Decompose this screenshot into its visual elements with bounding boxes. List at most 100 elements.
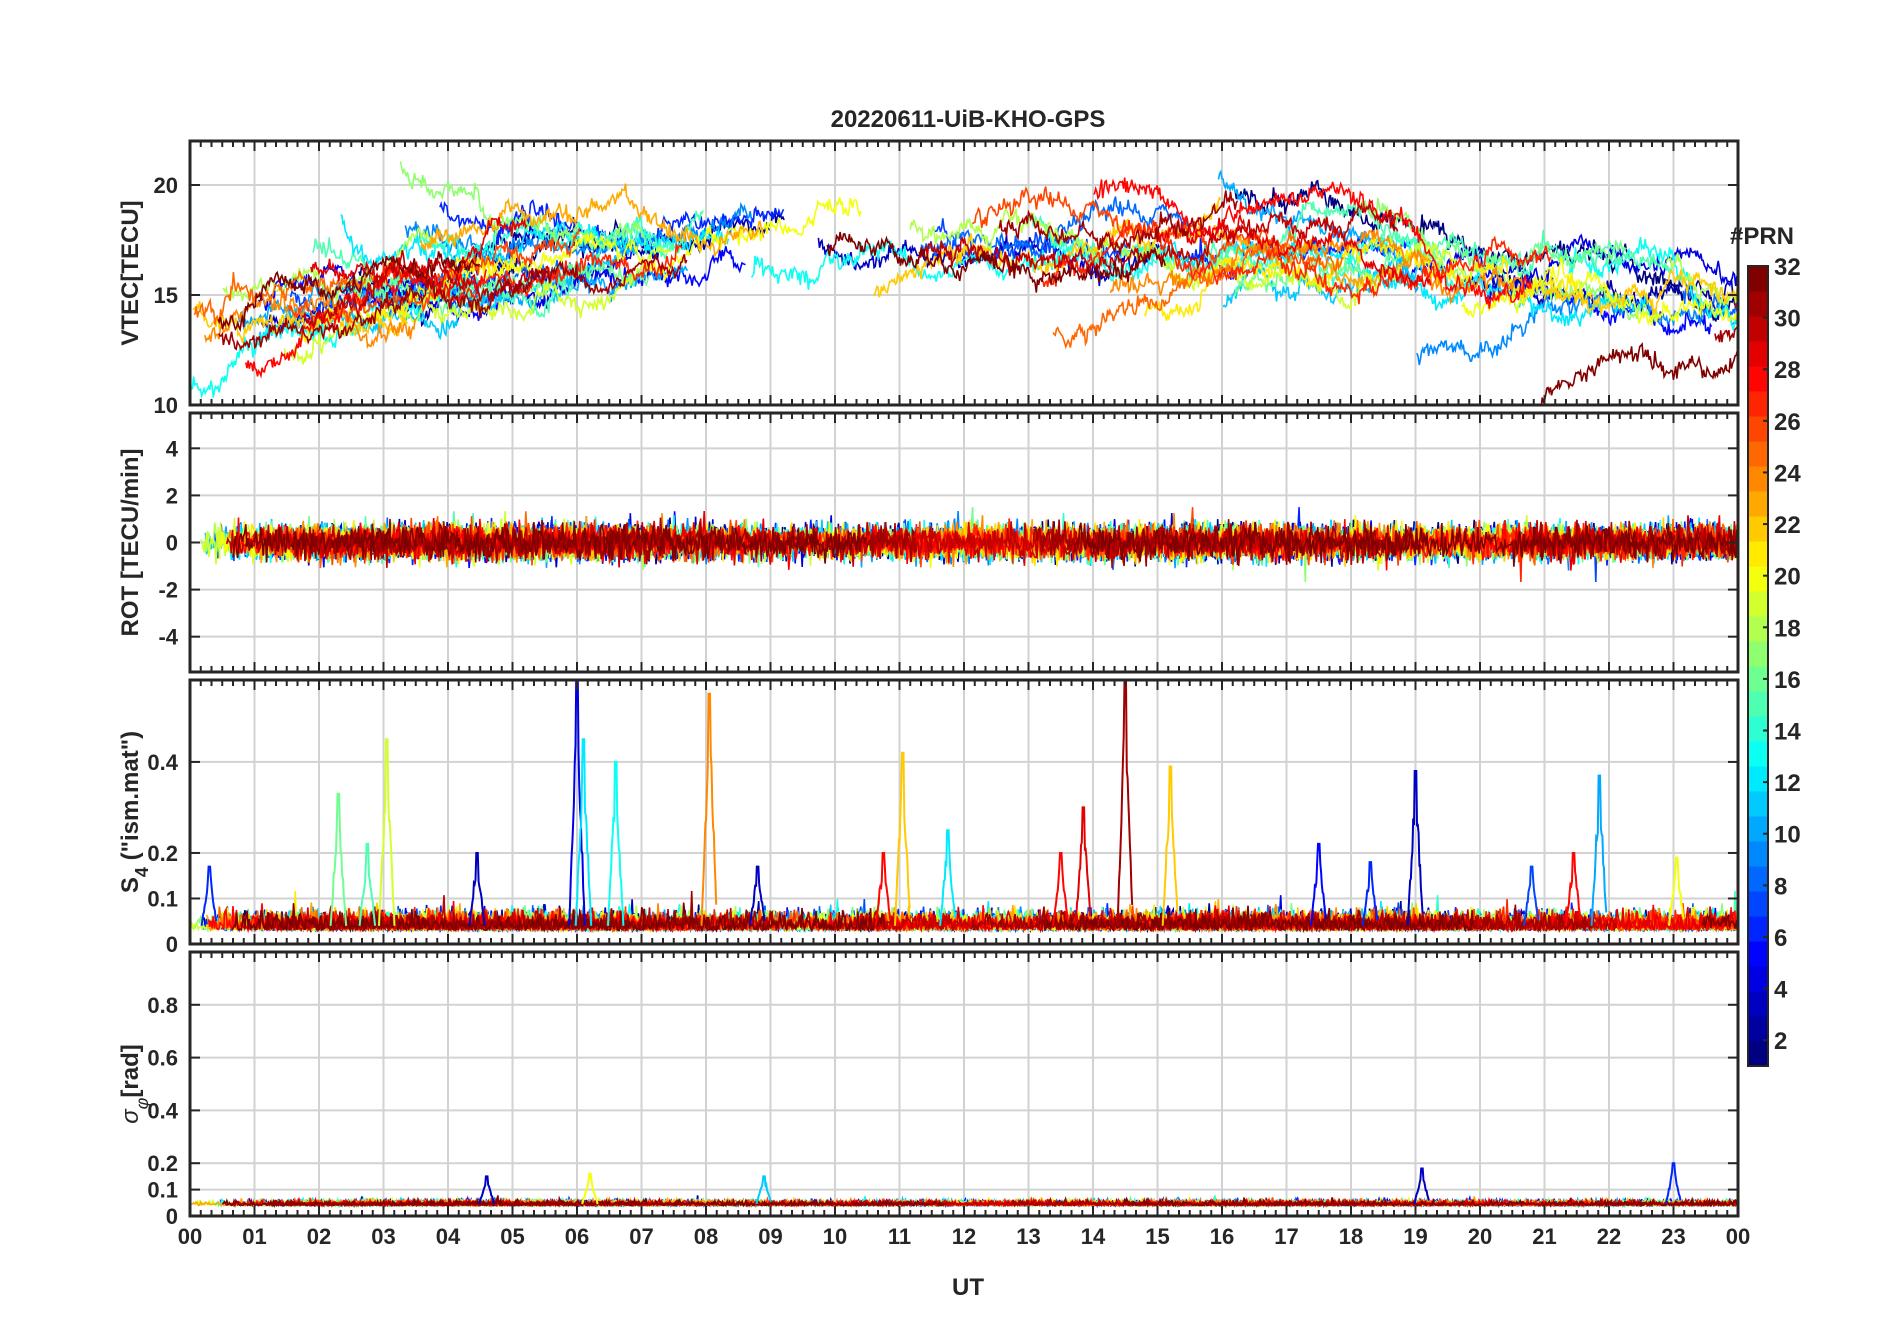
x-tick-label: 00 [178,1224,202,1249]
colorbar-tick-label: 30 [1774,306,1801,333]
x-tick-label: 12 [952,1224,976,1249]
spike-prn-22 [1161,765,1179,926]
spike-prn-3 [1413,1167,1430,1205]
series-line-prn-32 [1539,342,1738,405]
colorbar-band [1748,316,1768,342]
colorbar-band [1748,341,1768,367]
colorbar-band [1748,666,1768,692]
spike-prn-16 [329,792,348,926]
series-line-prn-16 [1233,239,1627,297]
x-tick-label: 05 [500,1224,524,1249]
y-tick-label: 0 [166,1204,178,1229]
series-line-prn-32 [1042,905,1477,934]
spike-prn-19 [378,738,396,926]
y-tick-label: 20 [154,173,178,198]
series-line-prn-21 [299,251,517,343]
spike-prn-20 [1668,856,1685,926]
series-group [200,507,1738,583]
y-tick-label: 0.6 [147,1046,178,1071]
grid [190,680,1738,945]
colorbar-tick-label: 14 [1774,719,1801,746]
y-tick-label: 0 [166,531,178,556]
series-line-prn-32 [232,521,867,564]
spike-prn-11 [755,1175,772,1205]
colorbar-tick-label: 6 [1774,925,1787,952]
y-tick-label: 15 [154,283,178,308]
colorbar-tick-label: 8 [1774,873,1787,900]
series-line-prn-29 [310,216,528,295]
x-tick-label: 08 [694,1224,718,1249]
panel-frame [188,411,1740,674]
spike-prn-24 [700,692,718,926]
series-group [190,680,1738,934]
x-tick-label: 04 [436,1224,461,1249]
x-tick-label: 15 [1145,1224,1169,1249]
y-axis-label-sigma_phi: σφ[rad] [117,1044,152,1124]
spike-prn-6 [1361,861,1379,926]
series-line-prn-32 [231,902,887,934]
series-line-prn-23 [420,183,765,259]
panel-frame [188,950,1740,1218]
colorbar-band [1748,641,1768,667]
colorbar-band [1748,366,1768,392]
x-tick-label: 18 [1339,1224,1363,1249]
y-tick-label: -2 [158,578,178,603]
x-tick-label: 07 [629,1224,653,1249]
series-line-prn-32 [1073,521,1738,567]
panel-s4: 0 0.1 0.2 0.4S4 ("ism.mat") [117,678,1740,957]
spike-prn-29 [1074,806,1092,926]
x-tick-label: 10 [823,1224,847,1249]
x-tick-label: 02 [307,1224,331,1249]
colorbar-label: #PRN [1730,223,1794,250]
colorbar-tick-label: 20 [1774,564,1801,591]
y-tick-label: 0 [166,932,178,957]
y-tick-label: 2 [166,483,178,508]
x-tick-label: 03 [371,1224,395,1249]
colorbar-band [1748,891,1768,917]
colorbar-band [1748,466,1768,492]
series-line-prn-31 [270,890,780,933]
colorbar-band [1748,941,1768,967]
colorbar-band [1748,841,1768,867]
colorbar-band [1748,816,1768,842]
spike-prn-4 [568,680,586,926]
series-line-prn-22 [872,196,1222,299]
colorbar-tick-label: 28 [1774,357,1801,384]
spike-prn-7 [1522,865,1540,926]
x-tick-label: 20 [1468,1224,1492,1249]
colorbar-band [1748,441,1768,467]
colorbar-tick-label: 10 [1774,822,1801,849]
colorbar-band [1748,266,1768,292]
colorbar-tick-label: 16 [1774,667,1801,694]
colorbar-band [1748,691,1768,717]
x-tick-labels: 00 01 02 03 04 05 06 07 08 09 10 11 12 13 14 15 16 17 18 19… [178,1224,1750,1249]
series-line-prn-32 [222,1195,947,1209]
spike-prn-3 [468,852,486,926]
colorbar-band [1748,991,1768,1017]
series-line-prn-32 [826,231,1166,293]
series-line-prn-13 [1568,236,1738,331]
spike-prn-22 [894,751,911,926]
colorbar-band [1748,1041,1768,1067]
series-line-prn-17 [399,161,644,252]
ticks [189,413,1739,672]
spike-prn-3 [748,865,766,926]
x-tick-label: 09 [758,1224,782,1249]
y-tick-label: 4 [166,436,179,461]
series-line-prn-28 [1093,177,1532,309]
colorbar-band [1748,766,1768,792]
spike-prn-12 [574,738,593,926]
x-tick-label: 23 [1661,1224,1685,1249]
colorbar-band [1748,591,1768,617]
series-line-prn-32 [1701,912,1738,929]
series-line-prn-12 [340,214,730,274]
grid [190,952,1738,1217]
spike-prn-28 [1564,852,1582,926]
series-group [190,161,1738,405]
x-tick-label: 16 [1210,1224,1234,1249]
panel-sigma_phi: 00.10.2 0.4 0.6 0.8 σφ[rad] [117,950,1740,1229]
y-tick-label: 0.2 [147,841,178,866]
series-line-prn-30 [302,250,550,329]
x-tick-label: 06 [565,1224,589,1249]
